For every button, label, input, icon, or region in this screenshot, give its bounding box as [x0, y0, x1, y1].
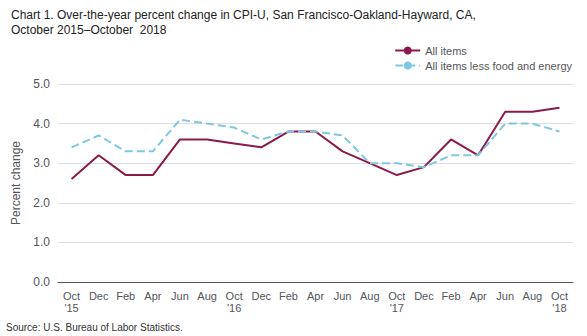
svg-text:Jun: Jun [496, 290, 514, 302]
svg-text:'17: '17 [390, 302, 404, 314]
svg-text:Aug: Aug [360, 290, 380, 302]
svg-text:Feb: Feb [279, 290, 298, 302]
svg-text:Feb: Feb [442, 290, 461, 302]
svg-text:October 2015–October 2018: October 2015–October 2018 [11, 23, 167, 37]
svg-text:'16: '16 [227, 302, 241, 314]
svg-text:5.0: 5.0 [33, 77, 50, 91]
svg-text:Aug: Aug [523, 290, 543, 302]
svg-text:Apr: Apr [144, 290, 161, 302]
svg-text:Oct: Oct [226, 290, 243, 302]
svg-text:Oct: Oct [63, 290, 80, 302]
svg-text:'15: '15 [64, 302, 78, 314]
svg-text:Apr: Apr [307, 290, 324, 302]
svg-text:Apr: Apr [470, 290, 487, 302]
svg-text:Percent change: Percent change [9, 141, 23, 225]
svg-text:Chart 1. Over-the-year percent: Chart 1. Over-the-year percent change in… [11, 8, 476, 22]
svg-text:0.0: 0.0 [33, 275, 50, 289]
svg-text:Dec: Dec [414, 290, 434, 302]
svg-text:All items: All items [425, 45, 467, 57]
svg-text:2.0: 2.0 [33, 196, 50, 210]
svg-text:Oct: Oct [551, 290, 568, 302]
svg-text:'18: '18 [552, 302, 566, 314]
svg-text:Dec: Dec [89, 290, 109, 302]
svg-text:4.0: 4.0 [33, 117, 50, 131]
svg-text:Dec: Dec [252, 290, 272, 302]
svg-text:Source: U.S. Bureau of Labor S: Source: U.S. Bureau of Labor Statistics. [6, 322, 183, 333]
svg-text:All items less food and energy: All items less food and energy [425, 60, 572, 72]
svg-text:Jun: Jun [171, 290, 189, 302]
svg-text:1.0: 1.0 [33, 235, 50, 249]
svg-text:3.0: 3.0 [33, 156, 50, 170]
svg-text:Aug: Aug [197, 290, 217, 302]
svg-text:Jun: Jun [334, 290, 352, 302]
svg-text:Feb: Feb [116, 290, 135, 302]
svg-text:Oct: Oct [388, 290, 405, 302]
